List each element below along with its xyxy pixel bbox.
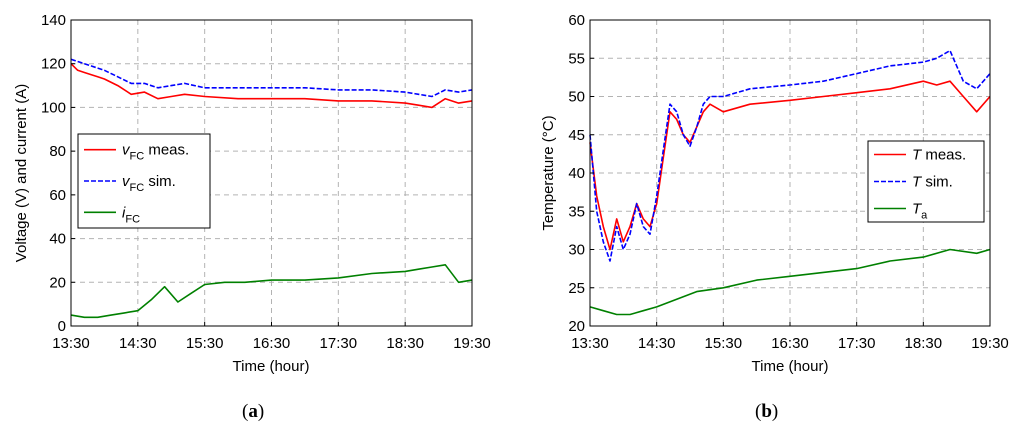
panel-caption-a: (a) [242, 401, 264, 422]
legend-label: vFC meas. [122, 142, 189, 163]
x-tick-label: 17:30 [838, 335, 876, 352]
y-tick-label: 40 [49, 231, 66, 248]
legend-label-main: T [912, 174, 923, 191]
x-axis-label-a: Time (hour) [233, 358, 310, 375]
y-tick-label: 20 [568, 318, 585, 335]
y-ticks-b: 20 25 30 35 40 45 50 55 60 [568, 12, 594, 335]
legend-label-main: v [122, 142, 131, 159]
series-line-a-1 [70, 58, 473, 98]
x-ticks-b: 13:30 14:30 15:30 16:30 17:30 18:30 19:30 [571, 322, 1009, 352]
legend-label-main: v [122, 173, 131, 190]
legend-label: T sim. [912, 174, 953, 191]
y-tick-label: 45 [568, 127, 585, 144]
legend-label-main: T [912, 201, 923, 218]
y-tick-label: 0 [58, 318, 66, 335]
x-tick-label: 19:30 [453, 335, 491, 352]
y-ticks-a: 0 20 40 60 80 100 120 140 [41, 12, 75, 335]
legend-label: T meas. [912, 147, 966, 164]
x-ticks-a: 13:30 14:30 15:30 16:30 17:30 18:30 19:30 [52, 322, 491, 352]
x-tick-label: 19:30 [971, 335, 1009, 352]
legend-label-rest: sim. [921, 174, 953, 191]
legend-label-main: i [122, 204, 126, 221]
y-tick-label: 30 [568, 242, 585, 259]
x-tick-label: 16:30 [771, 335, 809, 352]
series-line-a-2 [70, 263, 473, 319]
legend-label-rest: meas. [921, 147, 966, 164]
legend-a: vFC meas.vFC sim.iFC [77, 133, 211, 229]
y-tick-label: 40 [568, 165, 585, 182]
x-tick-label: 14:30 [119, 335, 157, 352]
series-line-b-2 [589, 248, 991, 316]
y-tick-label: 140 [41, 12, 66, 29]
legend-label-sub: FC [125, 213, 140, 225]
y-tick-label: 20 [49, 274, 66, 291]
x-tick-label: 18:30 [905, 335, 943, 352]
legend-label-rest: meas. [144, 142, 189, 159]
y-axis-label-b: Temperature (°C) [540, 115, 557, 230]
y-axis-label-a: Voltage (V) and current (A) [13, 84, 30, 262]
y-tick-label: 120 [41, 56, 66, 73]
series-line-a-0 [70, 63, 473, 109]
x-tick-label: 17:30 [320, 335, 358, 352]
y-tick-label: 35 [568, 203, 585, 220]
legend-label: Ta [912, 201, 928, 222]
legend-label-rest: sim. [144, 173, 176, 190]
grid-b [590, 20, 990, 326]
x-tick-label: 14:30 [638, 335, 676, 352]
y-tick-label: 100 [41, 99, 66, 116]
y-tick-label: 55 [568, 50, 585, 67]
x-tick-label: 13:30 [571, 335, 609, 352]
x-tick-label: 16:30 [253, 335, 291, 352]
y-tick-label: 80 [49, 143, 66, 160]
y-tick-label: 60 [49, 187, 66, 204]
panel-caption-b-letter: b [761, 401, 772, 422]
plot-area-a [70, 58, 473, 319]
legend-label-main: T [912, 147, 923, 164]
y-tick-label: 25 [568, 280, 585, 297]
panel-a: 13:30 14:30 15:30 16:30 17:30 18:30 19:30 0 20 4… [13, 12, 491, 422]
series-line-b-1 [589, 49, 991, 262]
panel-caption-a-letter: a [248, 401, 258, 422]
panel-b: 13:30 14:30 15:30 16:30 17:30 18:30 19:30 20 25… [540, 12, 1009, 422]
x-tick-label: 13:30 [52, 335, 90, 352]
x-tick-label: 15:30 [186, 335, 224, 352]
y-tick-label: 50 [568, 89, 585, 106]
series-line-b-0 [589, 80, 991, 251]
legend-label-sub: FC [130, 151, 145, 163]
legend-label-sub: a [921, 210, 928, 222]
x-tick-label: 15:30 [705, 335, 743, 352]
legend-label-sub: FC [130, 182, 145, 194]
legend-b: T meas.T sim.Ta [867, 140, 985, 223]
y-tick-label: 60 [568, 12, 585, 29]
panel-caption-b: (b) [755, 401, 778, 422]
x-tick-label: 18:30 [386, 335, 424, 352]
legend-label: iFC [122, 204, 140, 225]
legend-label: vFC sim. [122, 173, 176, 194]
plot-area-b [589, 49, 991, 316]
x-axis-label-b: Time (hour) [752, 358, 829, 375]
